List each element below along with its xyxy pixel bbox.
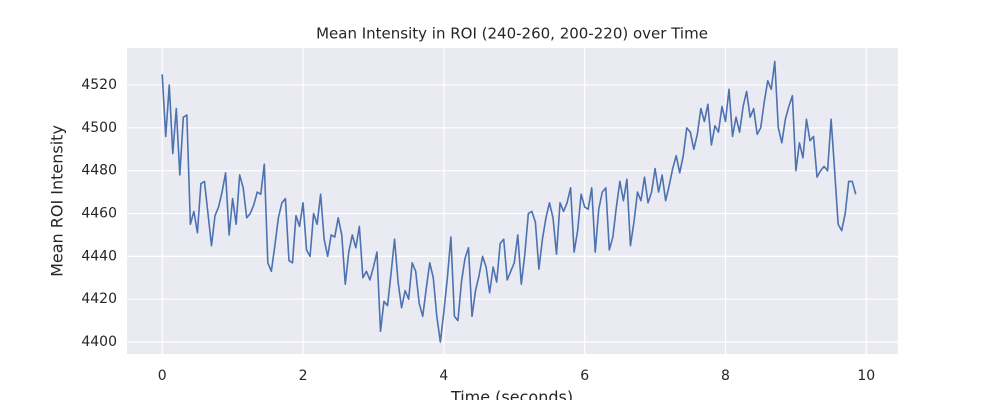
chart-title: Mean Intensity in ROI (240-260, 200-220)… [316,25,708,43]
y-tick-label: 4480 [81,163,117,179]
lines [161,60,857,343]
x-axis-label: Time (seconds) [450,388,573,400]
x-tick-label: 10 [857,368,875,384]
x-tick-label: 6 [580,368,589,384]
data-line [161,60,857,343]
y-tick-label: 4500 [81,120,117,136]
y-axis-label: Mean ROI Intensity [48,125,67,277]
x-tick-label: 4 [439,368,448,384]
x-tick-label: 0 [158,368,167,384]
x-tick-label: 2 [299,368,308,384]
y-tick-label: 4400 [81,334,117,350]
y-tick-label: 4520 [81,77,117,93]
x-tick-label: 8 [721,368,730,384]
y-tick-label: 4440 [81,248,117,264]
y-tick-label: 4420 [81,291,117,307]
y-tick-label: 4460 [81,206,117,222]
ticks: 0 2 4 6 8 10 4400 4420 4440 4460 4480 4500 4520 [81,77,875,384]
plot-area [127,48,898,354]
